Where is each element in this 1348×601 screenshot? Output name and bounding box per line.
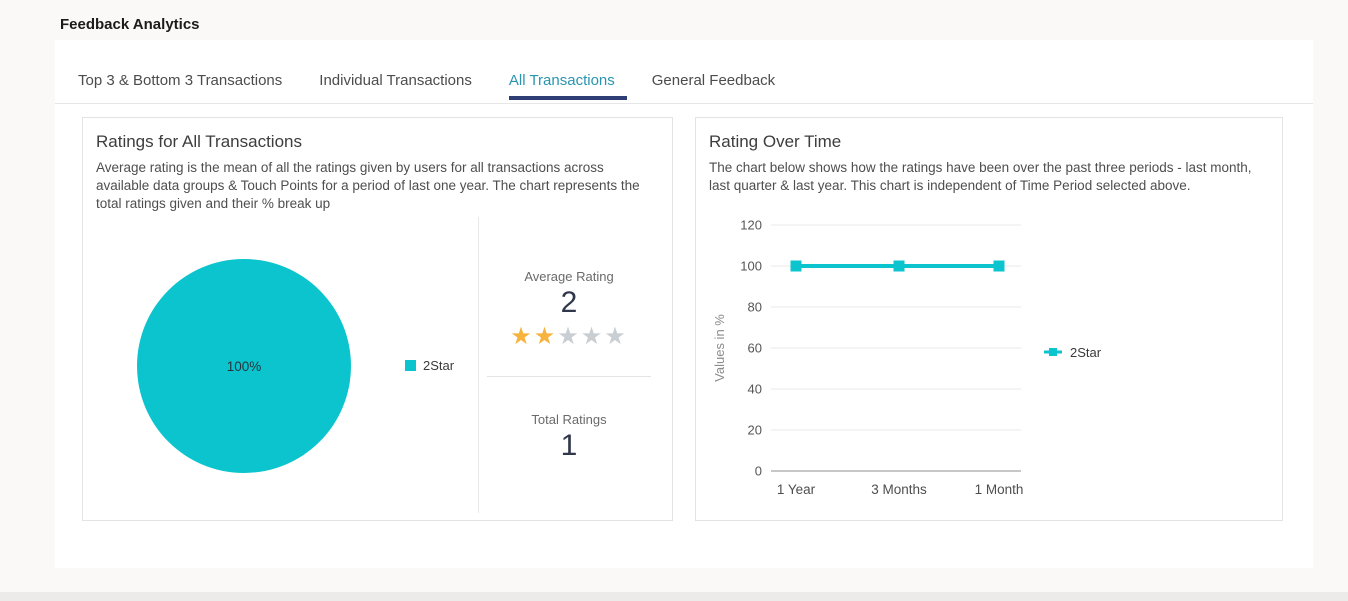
- metrics-divider: [487, 376, 651, 377]
- pie-slice-2star[interactable]: 100%: [137, 259, 351, 473]
- tab-individual-transactions[interactable]: Individual Transactions: [319, 72, 472, 89]
- pie-legend-label: 2Star: [423, 358, 455, 373]
- total-ratings-block: Total Ratings 1: [479, 412, 659, 463]
- x-tick-label: 3 Months: [871, 482, 927, 497]
- page-title: Feedback Analytics: [60, 16, 200, 33]
- tab-general-feedback[interactable]: General Feedback: [651, 72, 776, 89]
- metrics-column: Average Rating 2 ★★★★★ Total Ratings 1: [478, 217, 659, 513]
- star-filled-icon: ★: [533, 323, 558, 350]
- average-rating-value: 2: [560, 286, 578, 319]
- x-tick-label: 1 Month: [975, 482, 1024, 497]
- data-point-marker[interactable]: [993, 260, 1005, 272]
- average-rating-block: Average Rating 2 ★★★★★: [479, 269, 659, 351]
- y-tick-label: 60: [748, 341, 762, 356]
- total-ratings-label: Total Ratings: [531, 412, 607, 427]
- pie-percentage-label: 100%: [226, 358, 262, 374]
- ratings-panel-content: 100% 2Star Average Rating 2 ★★★★★: [96, 217, 659, 513]
- y-tick-label: 40: [748, 382, 762, 397]
- y-tick-label: 20: [748, 423, 762, 438]
- pie-legend-item-2star[interactable]: 2Star: [405, 358, 454, 373]
- star-filled-icon: ★: [510, 323, 534, 350]
- data-point-marker[interactable]: [790, 260, 802, 272]
- line-chart-legend-item-2star[interactable]: 2Star: [1044, 345, 1102, 360]
- bottom-strip: [0, 592, 1348, 601]
- pie-chart[interactable]: 100% 2Star: [96, 217, 478, 513]
- ratings-for-all-transactions-panel: Ratings for All Transactions Average rat…: [82, 117, 673, 521]
- star-empty-icon: ★: [557, 323, 581, 350]
- y-axis-title: Values in %: [712, 314, 727, 382]
- data-point-marker[interactable]: [893, 260, 905, 272]
- y-tick-label: 80: [748, 300, 762, 315]
- rating-over-time-description: The chart below shows how the ratings ha…: [709, 160, 1252, 193]
- content-card: Top 3 & Bottom 3 Transactions Individual …: [55, 40, 1313, 568]
- line-chart[interactable]: 0 20 40 60 80 100 120 Values in % 1 Year 3 Months…: [706, 208, 1272, 513]
- rating-over-time-panel: Rating Over Time The chart below shows h…: [695, 117, 1283, 521]
- average-rating-label: Average Rating: [524, 269, 614, 284]
- ratings-panel-description: Average rating is the mean of all the ra…: [96, 160, 640, 211]
- y-tick-label: 100: [740, 259, 762, 274]
- x-tick-label: 1 Year: [777, 482, 816, 497]
- ratings-panel-title: Ratings for All Transactions: [96, 132, 302, 151]
- tab-all-transactions[interactable]: All Transactions: [508, 52, 627, 103]
- star-empty-icon: ★: [604, 323, 628, 350]
- tab-top-3-bottom-3-transactions[interactable]: Top 3 & Bottom 3 Transactions: [78, 72, 283, 89]
- star-empty-icon: ★: [580, 323, 605, 350]
- y-tick-label: 0: [755, 464, 762, 479]
- tab-bar: Top 3 & Bottom 3 Transactions Individual …: [55, 40, 1313, 104]
- star-rating: ★★★★★: [479, 323, 659, 351]
- legend-swatch-icon: [405, 360, 416, 371]
- y-tick-label: 120: [740, 218, 762, 233]
- line-legend-label: 2Star: [1070, 345, 1102, 360]
- total-ratings-value: 1: [560, 429, 578, 462]
- rating-over-time-title: Rating Over Time: [709, 132, 842, 151]
